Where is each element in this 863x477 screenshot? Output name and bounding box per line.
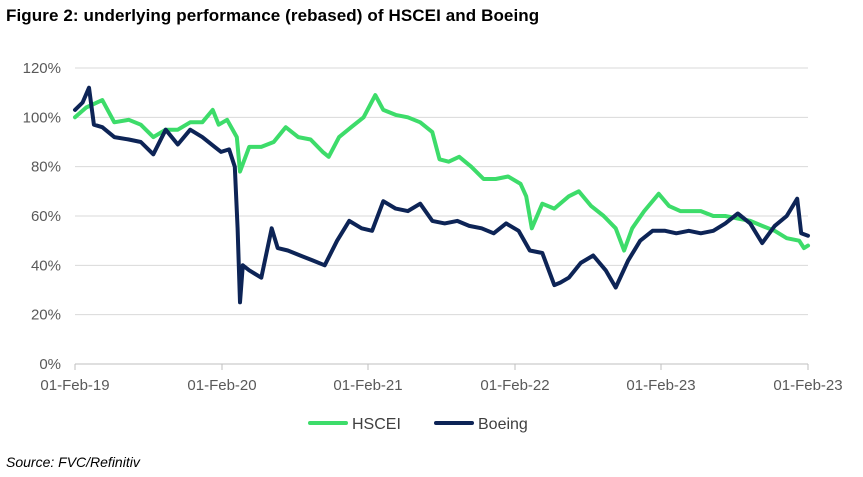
x-tick-label: 01-Feb-21 bbox=[333, 377, 402, 394]
y-tick-label: 40% bbox=[31, 257, 61, 274]
y-tick-label: 100% bbox=[23, 109, 61, 126]
legend-label-boeing: Boeing bbox=[478, 416, 528, 433]
y-tick-label: 80% bbox=[31, 159, 61, 176]
legend-label-hscei: HSCEI bbox=[352, 416, 401, 433]
legend: HSCEI Boeing bbox=[308, 416, 528, 433]
series-line-hscei bbox=[73, 93, 810, 253]
y-tick-label: 120% bbox=[23, 60, 61, 77]
y-tick-label: 0% bbox=[39, 356, 61, 373]
x-tick-label: 01-Feb-23 bbox=[626, 377, 695, 394]
figure-title: Figure 2: underlying performance (rebase… bbox=[6, 6, 540, 25]
x-tick-label: 01-Feb-20 bbox=[187, 377, 256, 394]
source-note: Source: FVC/Refinitiv bbox=[6, 454, 140, 470]
y-tick-label: 60% bbox=[31, 208, 61, 225]
series-line-boeing bbox=[73, 85, 810, 305]
x-tick-label: 01-Feb-19 bbox=[40, 377, 109, 394]
x-tick-label: 01-Feb-23 bbox=[773, 377, 842, 394]
x-tick-label: 01-Feb-22 bbox=[480, 377, 549, 394]
x-axis: 01-Feb-19 01-Feb-20 01-Feb-21 01-Feb-22 01-F… bbox=[40, 363, 843, 394]
gridlines bbox=[75, 67, 808, 316]
y-tick-label: 20% bbox=[31, 307, 61, 324]
series-lines bbox=[73, 85, 810, 305]
y-axis-ticks: 0% 20% 40% 60% 80% 100% 120% bbox=[23, 60, 61, 373]
